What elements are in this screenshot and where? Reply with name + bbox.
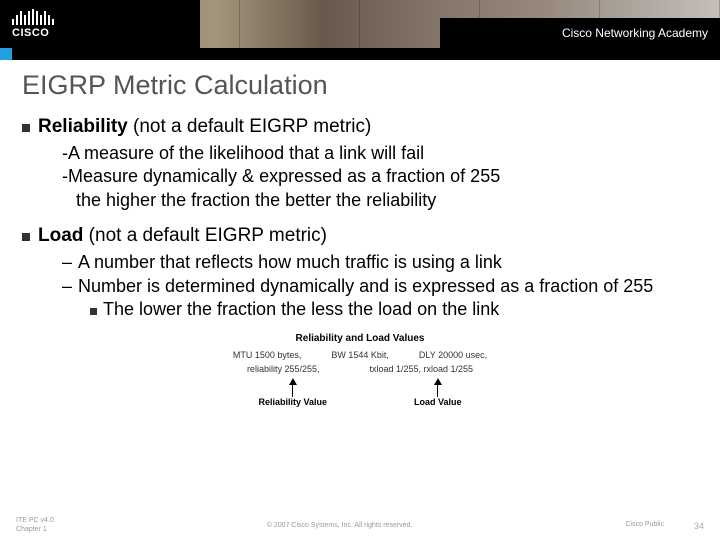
header-divider <box>0 48 720 60</box>
reliability-load-diagram: Reliability and Load Values MTU 1500 byt… <box>155 333 565 407</box>
academy-label-area: Cisco Networking Academy <box>440 18 720 48</box>
logo-area: CISCO <box>0 0 200 48</box>
load-sub-block: –A number that reflects how much traffic… <box>62 251 698 321</box>
academy-label: Cisco Networking Academy <box>562 26 708 40</box>
sub-line: -A measure of the likelihood that a link… <box>62 142 698 165</box>
bullet-text: Load (not a default EIGRP metric) <box>38 225 327 247</box>
bullet-icon <box>90 308 97 315</box>
diagram-row-2: reliability 255/255, txload 1/255, rxloa… <box>155 364 565 374</box>
arrow-load: Load Value <box>414 378 462 407</box>
arrow-up-icon <box>434 378 442 385</box>
slide-content: EIGRP Metric Calculation Reliability (no… <box>0 60 720 407</box>
arrow-up-icon <box>289 378 297 385</box>
inner-bullet: The lower the fraction the less the load… <box>90 298 698 321</box>
reliability-sub-block: -A measure of the likelihood that a link… <box>62 142 698 212</box>
sub-line-indent: the higher the fraction the better the r… <box>76 189 698 212</box>
header-accent <box>0 48 12 60</box>
bullet-reliability: Reliability (not a default EIGRP metric) <box>22 115 698 138</box>
arrow-label: Reliability Value <box>258 397 327 407</box>
sub-line: -Measure dynamically & expressed as a fr… <box>62 165 698 188</box>
dash-item: –A number that reflects how much traffic… <box>62 251 698 274</box>
bullet-load: Load (not a default EIGRP metric) <box>22 224 698 247</box>
arrow-label: Load Value <box>414 397 462 407</box>
footer-right: Cisco Public 34 <box>625 521 704 531</box>
cisco-logo-icon: CISCO <box>12 9 54 39</box>
slide-footer: ITE PC v4.0 Chapter 1 © 2007 Cisco Syste… <box>0 517 720 534</box>
cisco-logo-text: CISCO <box>12 27 54 39</box>
diagram-arrows: Reliability Value Load Value <box>155 378 565 407</box>
slide-title: EIGRP Metric Calculation <box>22 70 698 101</box>
diagram-row-1: MTU 1500 bytes, BW 1544 Kbit, DLY 20000 … <box>155 350 565 360</box>
dash-item: –Number is determined dynamically and is… <box>62 275 698 298</box>
bullet-icon <box>22 233 30 241</box>
bullet-icon <box>22 124 30 132</box>
diagram-title: Reliability and Load Values <box>155 333 565 344</box>
slide-header: CISCO Cisco Networking Academy <box>0 0 720 60</box>
bullet-text: Reliability (not a default EIGRP metric) <box>38 116 371 138</box>
footer-copyright: © 2007 Cisco Systems, Inc. All rights re… <box>54 522 626 529</box>
page-number: 34 <box>694 521 704 531</box>
arrow-reliability: Reliability Value <box>258 378 327 407</box>
footer-left: ITE PC v4.0 Chapter 1 <box>16 517 54 534</box>
